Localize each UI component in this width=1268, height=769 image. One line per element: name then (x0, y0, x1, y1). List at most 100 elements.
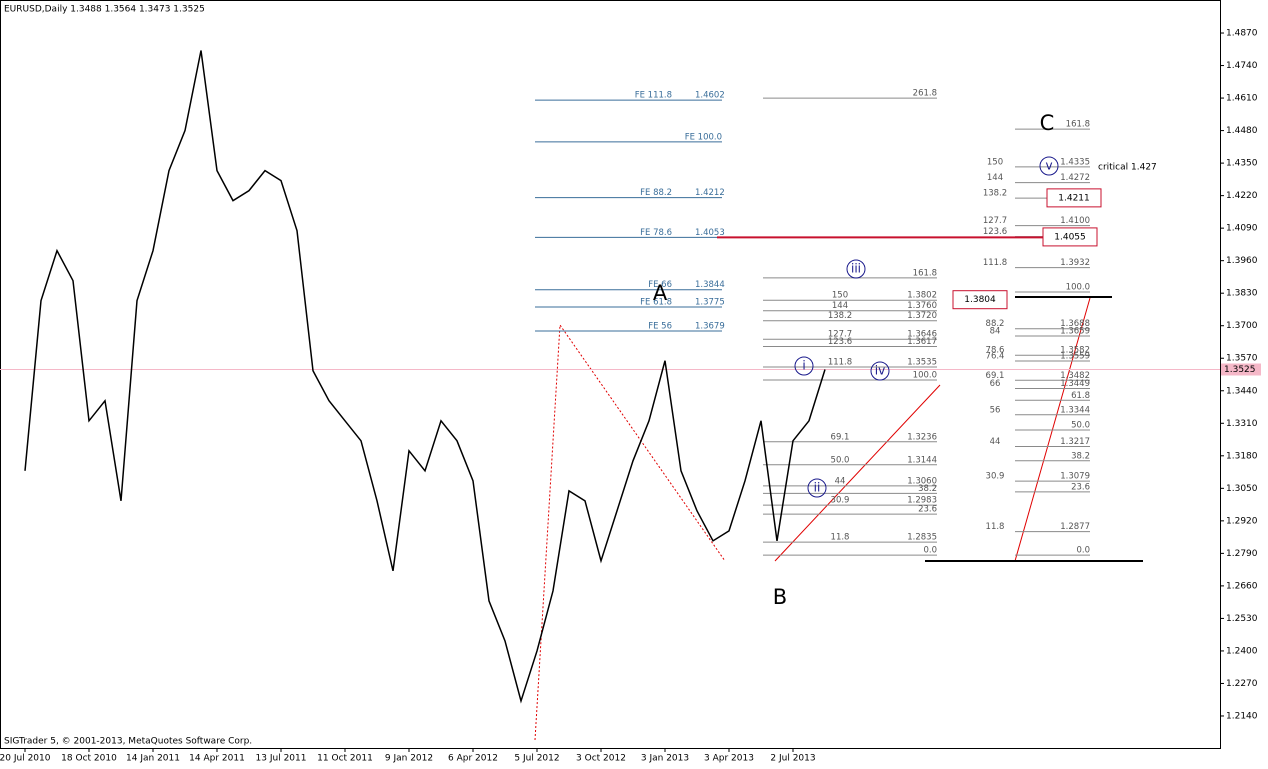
x-tick-label: 9 Jan 2012 (385, 754, 433, 764)
fib-level-name: 150 (832, 291, 848, 301)
wave-label: iii (851, 262, 861, 276)
trend-line (774, 384, 941, 562)
fib-level-name: 111.8 (983, 258, 1007, 268)
target-box (952, 290, 1008, 310)
footer: SIGTrader 5, © 2001-2013, MetaQuotes Sof… (4, 737, 252, 747)
y-tick-label: 1.4480 (1226, 126, 1258, 136)
y-tick-label: 1.2270 (1226, 679, 1258, 689)
fib-level-name: 44 (990, 437, 1001, 447)
y-tick-label: 1.3700 (1226, 321, 1258, 331)
fib-price: 1.3079 (1060, 472, 1090, 482)
wave-label: iv (875, 364, 885, 378)
fib-price: 1.3535 (907, 357, 937, 367)
fib-level-name: 11.8 (986, 522, 1005, 532)
fib-price: 1.3688 (1060, 319, 1090, 329)
y-tick-label: 1.4610 (1226, 94, 1258, 104)
fib-level-name: 150 (987, 157, 1003, 167)
x-tick-label: 5 Jul 2012 (514, 754, 559, 764)
x-tick-label: 20 Jul 2010 (0, 754, 51, 764)
fib-level-name: FE 111.8 (635, 91, 672, 101)
y-tick-label: 1.3570 (1226, 354, 1258, 364)
fib-level-name: 44 (835, 476, 846, 486)
fib-level-name: FE 61.8 (640, 297, 672, 307)
fib-level-name: 161.8 (913, 268, 937, 278)
price-line (24, 50, 826, 704)
fib-price: 1.2877 (1060, 522, 1090, 532)
fib-price: 1.4053 (695, 228, 725, 238)
fib-price: 1.3775 (695, 297, 725, 307)
wave-point: B (773, 585, 787, 609)
fib-price: 1.3659 (1060, 326, 1090, 336)
y-tick-label: 1.2790 (1226, 549, 1258, 559)
fib-level-name: 123.6 (983, 227, 1007, 237)
wave-label: v (1045, 159, 1052, 173)
fib-level-name: FE 88.2 (640, 188, 672, 198)
trend-line (1014, 297, 1091, 562)
wave-circle (794, 356, 814, 376)
chart-title: EURUSD,Daily 1.3488 1.3564 1.3473 1.3525 (4, 5, 205, 15)
x-tick-label: 11 Oct 2011 (317, 754, 373, 764)
y-tick-label: 1.3830 (1226, 289, 1258, 299)
fib-level-name: 123.6 (828, 337, 852, 347)
fib-price: 1.4100 (1060, 216, 1090, 226)
y-tick-label: 1.3050 (1226, 484, 1258, 494)
wave-circle (846, 259, 866, 279)
fib-level-name: 127.7 (983, 216, 1007, 226)
y-tick-label: 1.2140 (1226, 711, 1258, 721)
fib-price: 1.3449 (1060, 379, 1090, 389)
fib-level-name: 0.0 (1076, 546, 1090, 556)
plot-frame (0, 0, 1221, 749)
fib-level-name: 23.6 (918, 505, 937, 515)
y-tick-label: 1.4740 (1226, 61, 1258, 71)
fib-level-name: 111.8 (828, 357, 852, 367)
fib-price: 1.4212 (695, 188, 725, 198)
fib-level-name: 30.9 (986, 472, 1005, 482)
fib-level-name: 84 (990, 326, 1001, 336)
wave-circle (807, 478, 827, 498)
y-tick-label: 1.3440 (1226, 386, 1258, 396)
fib-level-name: FE 56 (648, 321, 672, 331)
y-tick-label: 1.3310 (1226, 419, 1258, 429)
x-tick-label: 3 Apr 2013 (704, 754, 754, 764)
x-tick-label: 14 Apr 2011 (189, 754, 245, 764)
fib-level-name: 11.8 (831, 533, 850, 543)
fib-price: 1.3559 (1060, 351, 1090, 361)
wave-circle (870, 361, 890, 381)
fib-price: 1.3582 (1060, 346, 1090, 356)
fib-level-name: FE 100.0 (685, 132, 722, 142)
x-tick-label: 3 Oct 2012 (576, 754, 626, 764)
y-tick-label: 1.3960 (1226, 256, 1258, 266)
fib-level-name: 61.8 (1071, 391, 1090, 401)
x-tick-label: 13 Jul 2011 (256, 754, 307, 764)
current-price-tag (1221, 363, 1261, 376)
fib-level-name: FE 78.6 (640, 228, 672, 238)
y-tick-label: 1.2660 (1226, 581, 1258, 591)
wave-label: i (802, 359, 805, 373)
fib-level-name: 144 (987, 173, 1003, 183)
y-tick-label: 1.4090 (1226, 224, 1258, 234)
y-tick-label: 1.4870 (1226, 29, 1258, 39)
fib-level-name: 0.0 (923, 546, 937, 556)
fib-price: 1.4602 (695, 91, 725, 101)
wave-label: ii (814, 481, 821, 495)
fib-level-name: 144 (832, 301, 848, 311)
critical-label: critical 1.427 (1098, 163, 1157, 173)
fib-level-name: 50.0 (831, 455, 850, 465)
target-label: 1.3804 (964, 295, 996, 305)
fib-level-name: 38.2 (918, 484, 937, 494)
fib-level-name: 23.6 (1071, 482, 1090, 492)
fib-level-name: 66 (990, 379, 1001, 389)
fib-price: 1.3344 (1060, 405, 1090, 415)
target-label: 1.4055 (1054, 232, 1086, 242)
target-box (1042, 227, 1098, 247)
fib-level-name: 50.0 (1071, 421, 1090, 431)
target-label: 1.4211 (1058, 193, 1090, 203)
fib-price: 1.3679 (695, 321, 725, 331)
fib-price: 1.3932 (1060, 258, 1090, 268)
fib-level-name: 78.6 (986, 346, 1005, 356)
fib-level-name: 38.2 (1071, 451, 1090, 461)
current-price-label: 1.3525 (1224, 365, 1256, 375)
y-tick-label: 1.4220 (1226, 191, 1258, 201)
fib-price: 1.3060 (907, 476, 937, 486)
y-tick-label: 1.3180 (1226, 451, 1258, 461)
